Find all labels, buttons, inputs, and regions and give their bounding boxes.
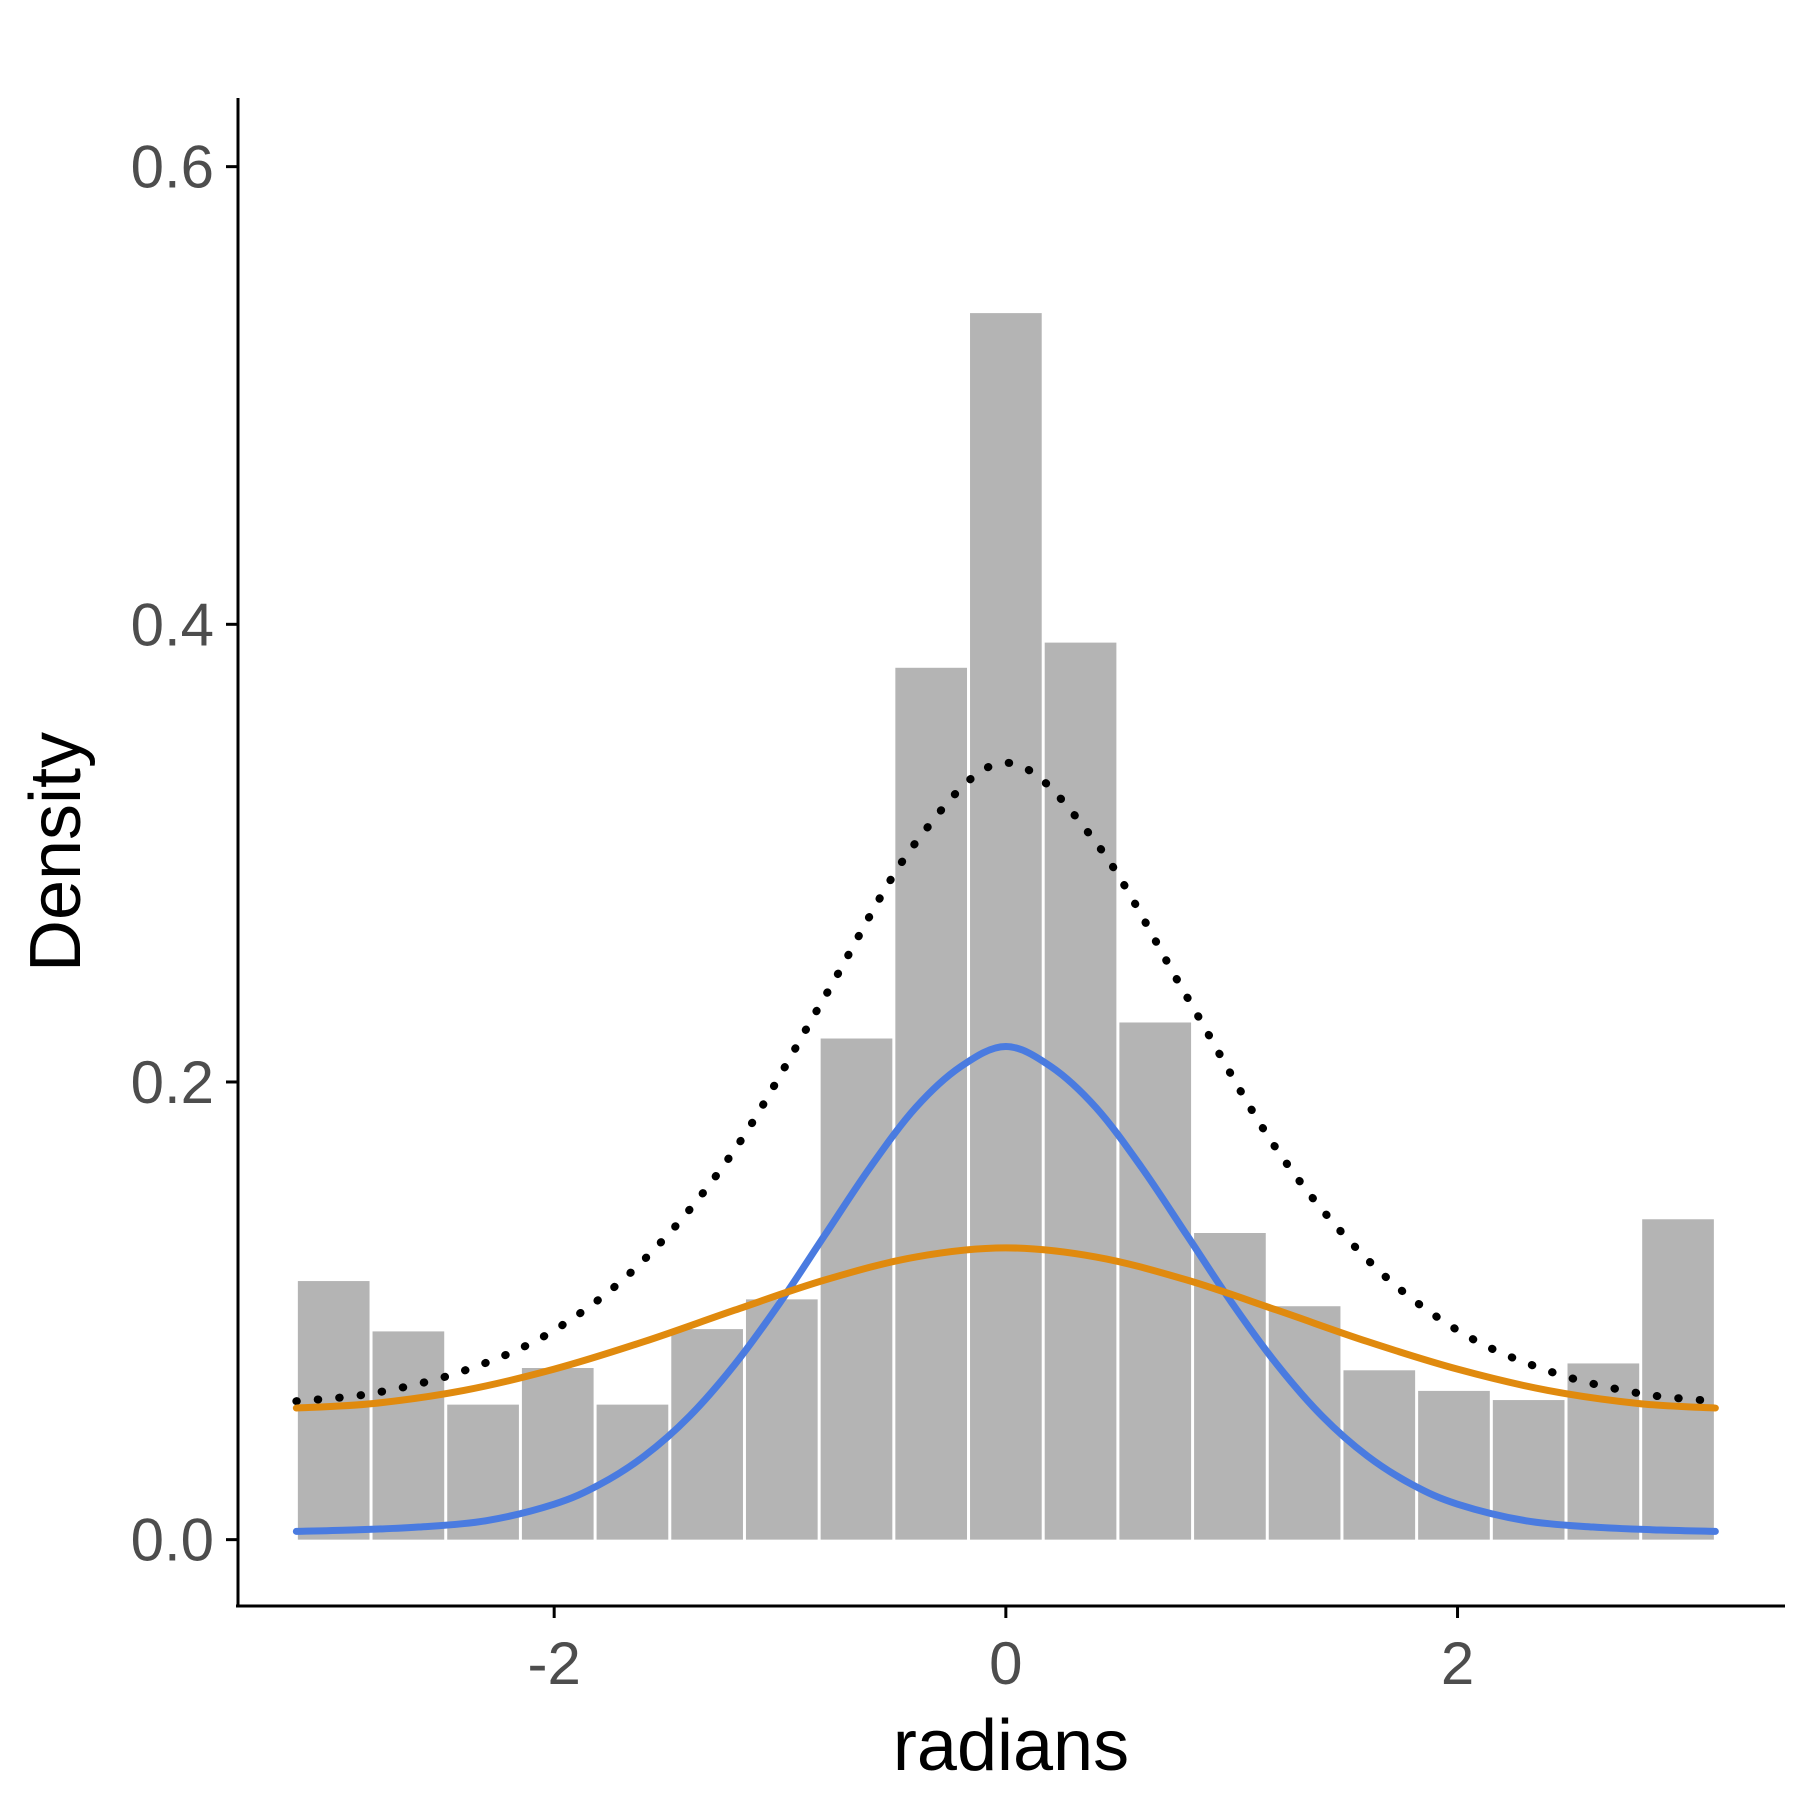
histogram-bar bbox=[671, 1329, 743, 1540]
x-axis-title: radians bbox=[893, 1706, 1129, 1786]
x-tick-label: 2 bbox=[1441, 1630, 1474, 1697]
blue-density-curve bbox=[292, 1043, 1719, 1535]
y-tick-label: 0.4 bbox=[131, 591, 214, 658]
histogram-bar bbox=[1642, 1219, 1714, 1540]
x-tick-label: 0 bbox=[989, 1630, 1022, 1697]
orange-density-curve bbox=[292, 1244, 1719, 1412]
histogram-bar bbox=[970, 313, 1042, 1540]
dotted-density-curve bbox=[292, 758, 1720, 1406]
y-axis-title: Density bbox=[16, 732, 96, 972]
density-curves bbox=[292, 758, 1720, 1535]
y-tick-label: 0.0 bbox=[131, 1507, 214, 1574]
histogram-bar bbox=[820, 1038, 893, 1540]
histogram-bars bbox=[297, 313, 1714, 1540]
y-tick-label: 0.6 bbox=[131, 134, 214, 201]
y-tick-label: 0.2 bbox=[131, 1049, 214, 1116]
histogram-bar bbox=[1343, 1370, 1416, 1540]
histogram-bar bbox=[372, 1331, 445, 1540]
axis-ticks: 0.0 0.2 0.4 0.6 -2 0 2 bbox=[131, 134, 1475, 1697]
histogram-bar bbox=[895, 667, 968, 1540]
histogram-bar bbox=[596, 1404, 669, 1540]
histogram-bar bbox=[1194, 1233, 1266, 1540]
histogram-bar bbox=[1418, 1390, 1490, 1540]
x-tick-label: -2 bbox=[527, 1630, 580, 1697]
histogram-bar bbox=[1567, 1363, 1640, 1540]
